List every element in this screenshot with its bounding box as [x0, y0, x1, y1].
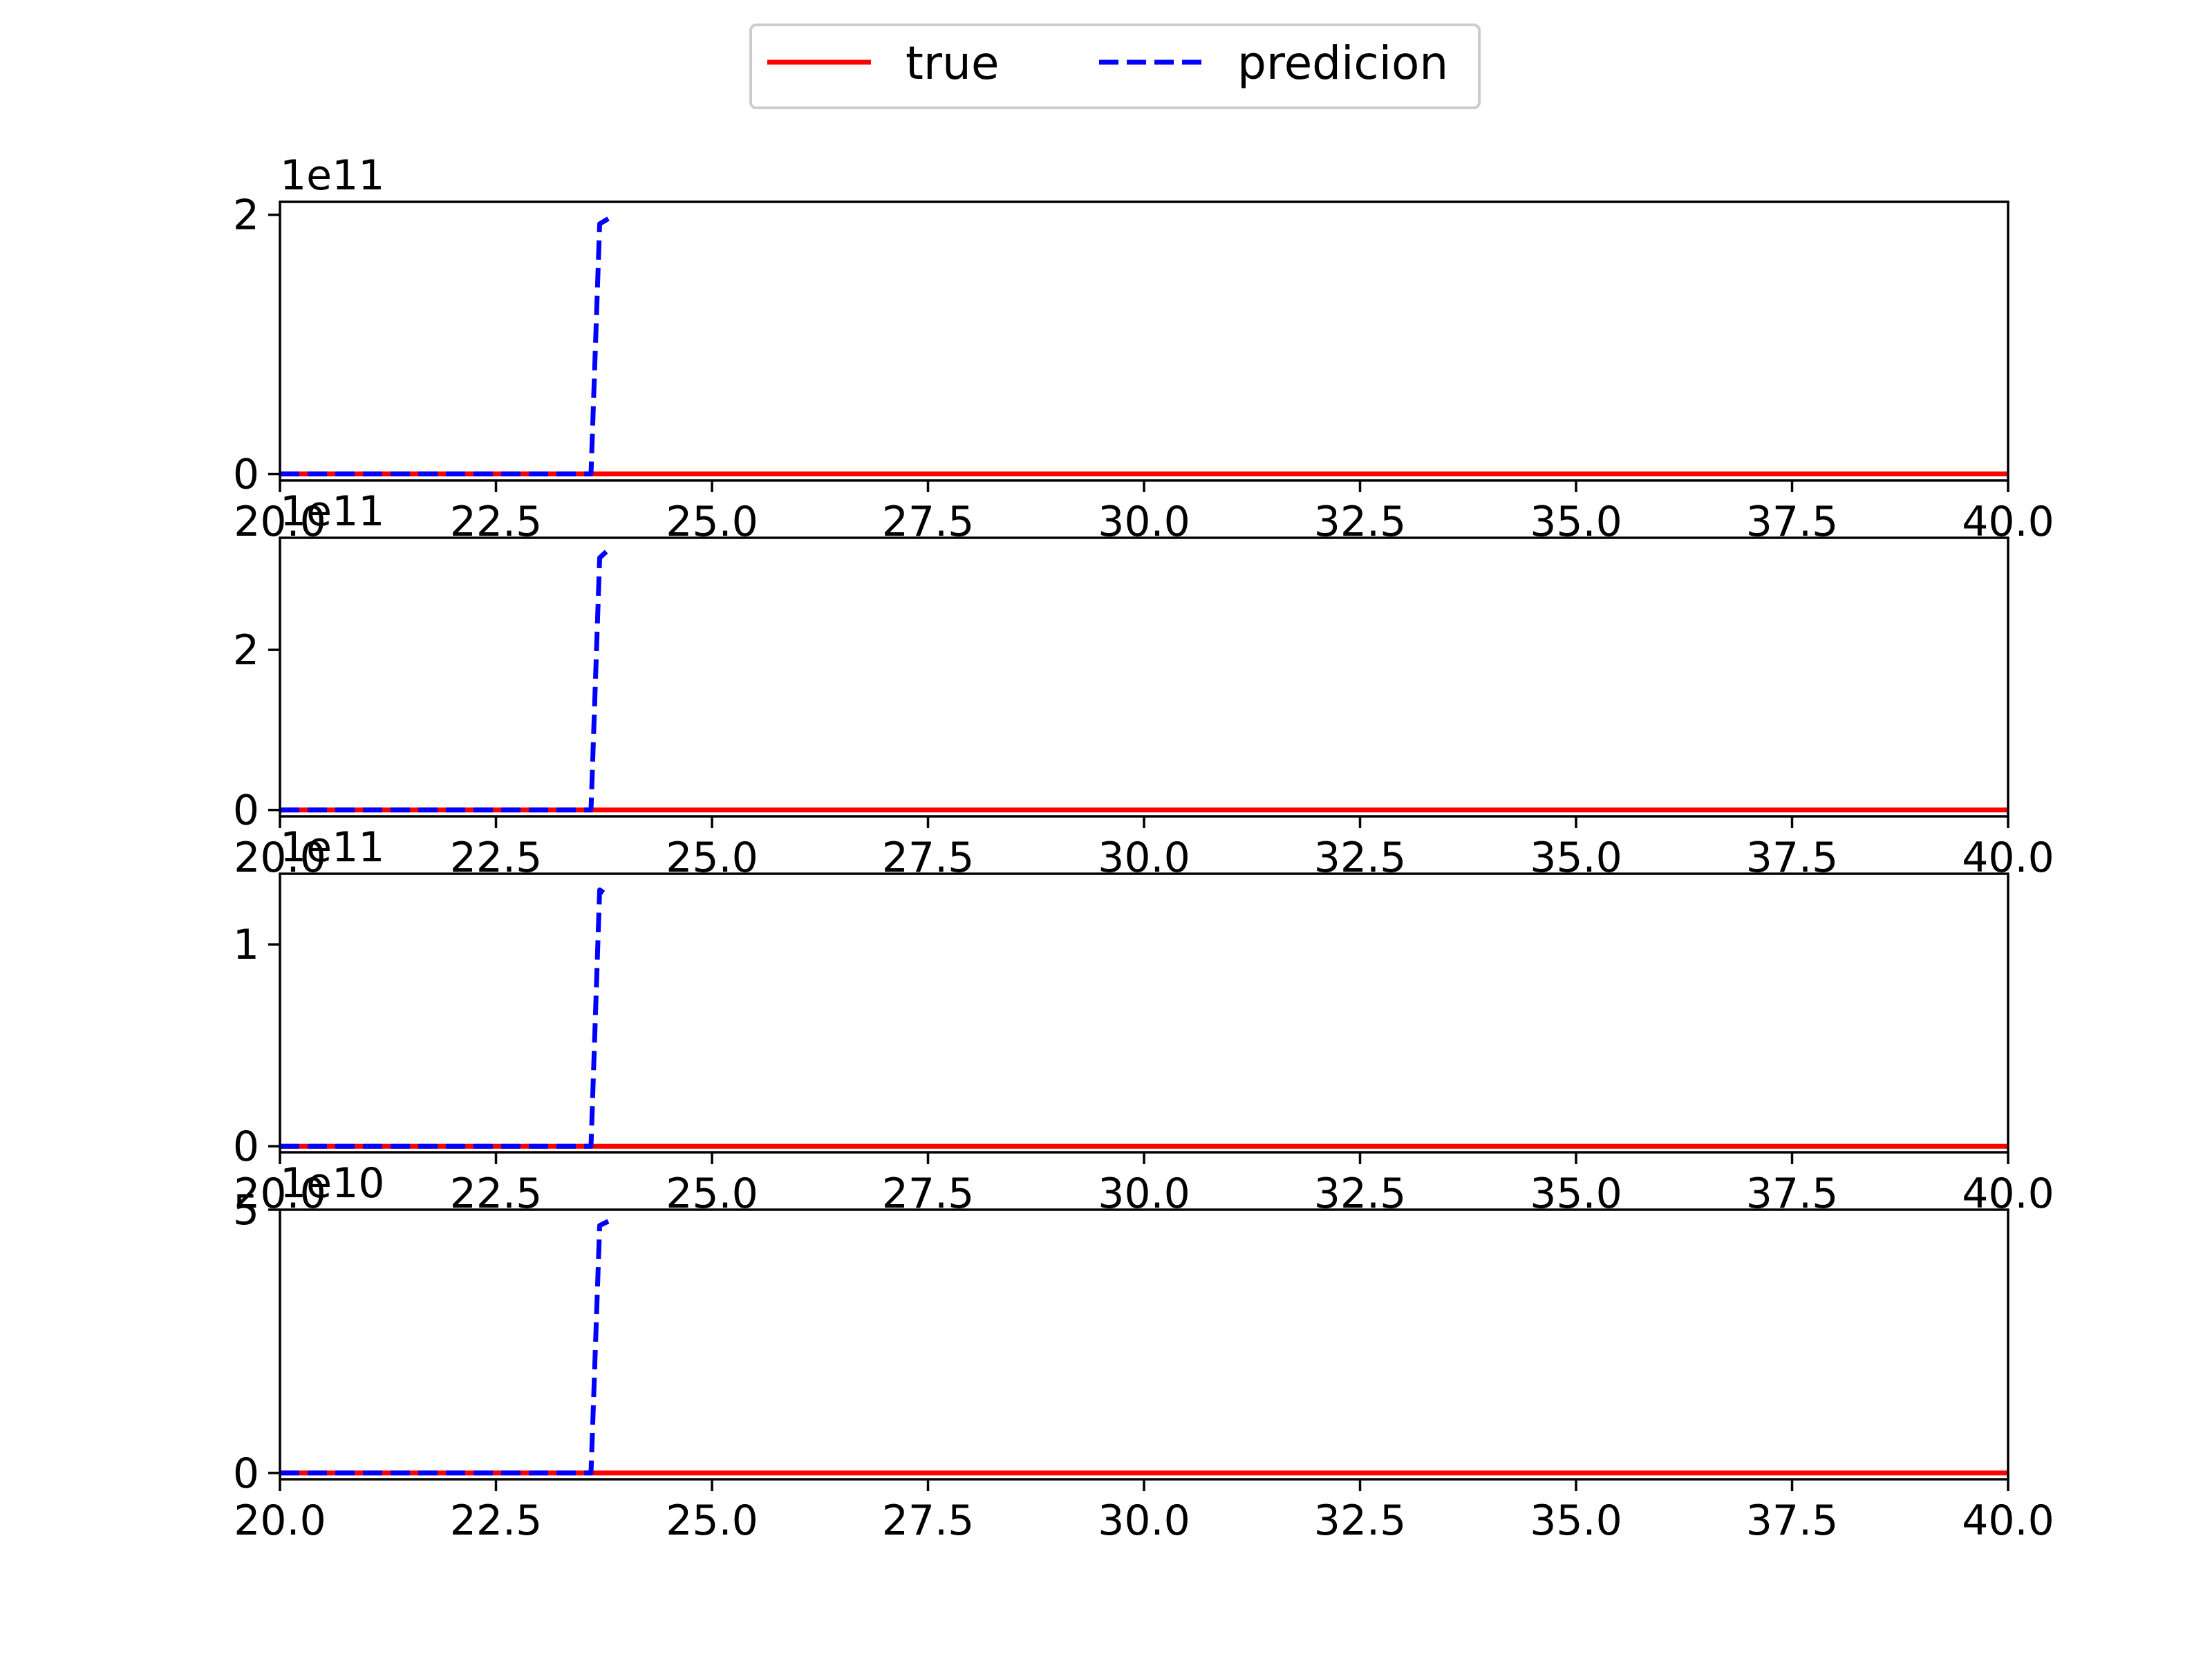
axes-group: 20.0 22.5 25.0 27.5 30.0 32.5 35.0 37.5 40.0 0 2 1e… [233, 151, 2054, 1545]
y-tick-label: 0 [233, 1123, 259, 1171]
x-tick-label: 27.5 [882, 1497, 975, 1545]
x-tick-label: 20.0 [234, 1497, 326, 1545]
x-tick-label: 40.0 [1962, 1497, 2054, 1545]
x-tick-label: 22.5 [450, 1497, 543, 1545]
legend-label-true: true [906, 37, 999, 90]
plot-area [280, 538, 2008, 816]
y-tick-label: 2 [233, 626, 259, 675]
series-line-predicion [280, 887, 610, 1149]
series-line-predicion [280, 547, 610, 813]
subplot-1: 20.0 22.5 25.0 27.5 30.0 32.5 35.0 37.5 40.0021e… [233, 151, 2054, 546]
plot-area [280, 874, 2008, 1152]
y-offset-label: 1e11 [280, 823, 384, 872]
y-offset-label: 1e11 [280, 487, 384, 536]
series-line-predicion [280, 1219, 610, 1476]
legend: true predicion [749, 24, 1481, 109]
subplot-2: 20.0 22.5 25.0 27.5 30.0 32.5 35.0 37.5 40.0021e… [233, 487, 2054, 882]
x-tick-label: 37.5 [1746, 1497, 1839, 1545]
series-group [280, 1219, 2008, 1476]
y-tick-label: 5 [233, 1186, 259, 1235]
series-group [280, 887, 2008, 1149]
y-tick-label: 0 [233, 787, 259, 835]
y-tick-label: 1 [233, 921, 259, 969]
y-tick-label: 0 [233, 1450, 259, 1498]
series-line-predicion [280, 216, 610, 477]
y-offset-label: 1e10 [280, 1159, 384, 1208]
series-group [280, 216, 2008, 477]
y-tick-label: 0 [233, 451, 259, 499]
subplot-3: 20.0 22.5 25.0 27.5 30.0 32.5 35.0 37.5 40.0011e… [233, 823, 2054, 1218]
x-tick-label: 32.5 [1314, 1497, 1407, 1545]
series-group [280, 547, 2008, 813]
plot-area [280, 202, 2008, 480]
x-tick-label: 35.0 [1530, 1497, 1622, 1545]
y-tick-label: 2 [233, 191, 259, 240]
x-tick-label: 30.0 [1098, 1497, 1190, 1545]
legend-frame [749, 24, 1481, 109]
y-offset-label: 1e11 [280, 151, 384, 200]
plot-area [280, 1210, 2008, 1479]
subplot-4: 20.0 22.5 25.0 27.5 30.0 32.5 35.0 37.5 40.0 0 5 1e… [233, 1159, 2054, 1545]
legend-label-predicion: predicion [1237, 37, 1448, 90]
x-tick-label: 25.0 [666, 1497, 758, 1545]
